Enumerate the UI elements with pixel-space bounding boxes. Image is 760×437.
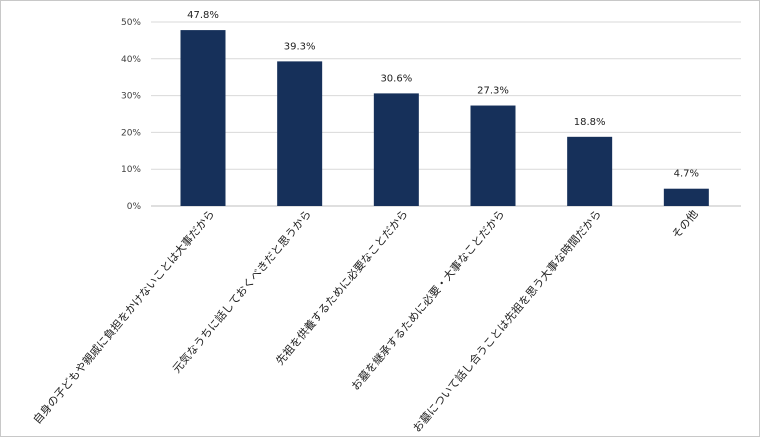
data-label: 47.8% [187, 10, 219, 21]
data-label: 39.3% [284, 41, 316, 52]
y-tick-label: 40% [121, 55, 141, 65]
bar [470, 105, 516, 206]
data-label: 4.7% [674, 169, 699, 180]
y-tick-label: 0% [127, 202, 142, 212]
bar [277, 61, 323, 206]
bar [373, 93, 419, 206]
bars [180, 30, 709, 206]
category-label: 自身の子どもや親戚に負担をかけないことは大事だから [30, 207, 217, 427]
y-axis-ticks: 0% 10% 20% 30% 40% 50% [121, 18, 141, 212]
y-tick-label: 10% [121, 165, 141, 175]
bar [567, 136, 613, 206]
y-tick-label: 50% [121, 18, 141, 28]
y-tick-label: 30% [121, 92, 141, 102]
category-labels: 自身の子どもや親戚に負担をかけないことは大事だから元気なうちに話しておくべきだと… [30, 207, 701, 435]
category-label: その他 [669, 208, 700, 242]
gridlines [151, 21, 741, 207]
data-label: 18.8% [574, 117, 606, 128]
y-tick-label: 20% [121, 128, 141, 138]
data-label: 27.3% [477, 86, 509, 97]
category-label: お墓について話し合うことは先祖を思う大事な時間だから [410, 207, 604, 435]
data-labels: 47.8% 39.3% 30.6% 27.3% 18.8% 4.7% [187, 10, 699, 180]
bar [663, 188, 709, 206]
data-label: 30.6% [380, 73, 412, 84]
category-label: お墓を継承するために必要・大事なことだから [348, 207, 507, 393]
bar [180, 30, 226, 206]
